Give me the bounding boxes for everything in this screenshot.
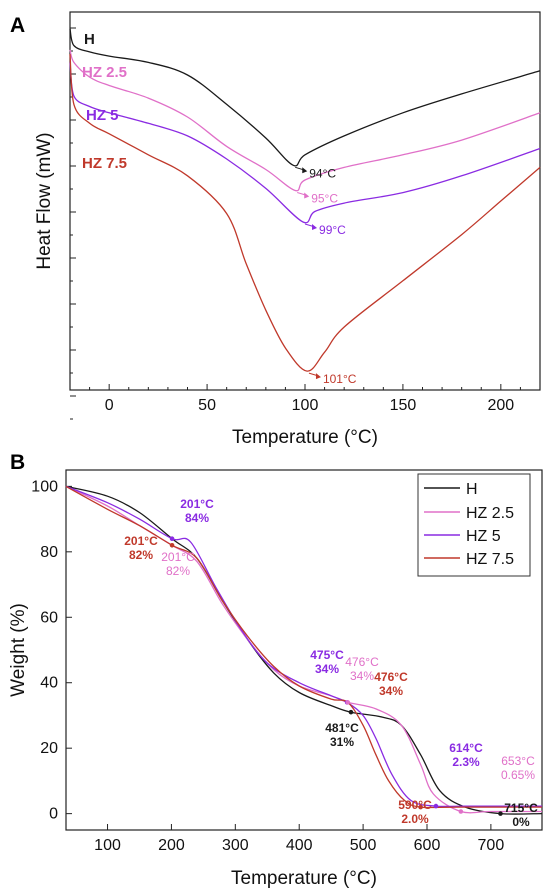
series-line-HZ7.5 xyxy=(69,53,541,372)
annotation-temp: 614°C xyxy=(449,741,483,755)
xtick-label-300: 300 xyxy=(222,837,249,854)
plot-a-series xyxy=(69,28,541,372)
ytick-label-0: 0 xyxy=(49,806,58,823)
series-line-HZ2.5 xyxy=(69,49,541,192)
arrow-head xyxy=(302,167,308,174)
annotation-temp: 481°C xyxy=(325,721,359,735)
arrow-head xyxy=(315,373,321,380)
plot-b-ylabel: Weight (%) xyxy=(8,603,29,697)
label-HZ7.5: HZ 7.5 xyxy=(82,155,127,172)
xtick-label-500: 500 xyxy=(350,837,377,854)
point-marker-HZ5 xyxy=(169,536,175,542)
point-marker-H xyxy=(498,811,503,816)
annotation-label: 95°C xyxy=(311,192,338,206)
point-marker-H xyxy=(348,709,354,715)
legend-label-HZ7.5: HZ 7.5 xyxy=(466,551,514,568)
legend: H HZ 2.5 HZ 5 HZ 7.5 xyxy=(417,473,531,577)
annotation-temp: 476°C xyxy=(374,670,408,684)
annotation-weight: 0% xyxy=(512,815,530,829)
series-line-H xyxy=(69,28,541,167)
xtick-label-0: 0 xyxy=(105,397,114,414)
annotation-temp: 715°C xyxy=(504,801,538,815)
point-marker-HZ2.5 xyxy=(458,809,464,814)
point-marker-HZ7.5 xyxy=(169,542,175,548)
plot-b-xlabel: Temperature (°C) xyxy=(231,868,377,889)
arrow-head xyxy=(304,192,310,199)
annotation-label: 101°C xyxy=(323,372,357,386)
plot-a-xlabel: Temperature (°C) xyxy=(232,427,378,448)
annotation-weight: 2.3% xyxy=(452,755,480,769)
series-line-HZ5 xyxy=(69,62,541,224)
annotation-temp: 476°C xyxy=(345,655,379,669)
xtick-label-100: 100 xyxy=(94,837,121,854)
annotation-weight: 2.0% xyxy=(401,812,429,826)
xtick-label-100: 100 xyxy=(292,397,319,414)
annotation-weight: 84% xyxy=(185,511,209,525)
annotation-temp: 201°C xyxy=(161,550,195,564)
annotation-weight: 82% xyxy=(166,564,190,578)
point-marker-HZ2.5 xyxy=(345,700,351,705)
annotation-weight: 34% xyxy=(379,684,403,698)
plot-b-yticks: 0 20 40 60 80 100 xyxy=(31,478,72,823)
xtick-label-200: 200 xyxy=(158,837,185,854)
ytick-label-100: 100 xyxy=(31,478,58,495)
legend-label-H: H xyxy=(466,481,478,498)
annotation-label: 94°C xyxy=(309,166,336,180)
annotation-temp: 590°C xyxy=(398,798,432,812)
annotation-temp: 475°C xyxy=(310,648,344,662)
annotation-label: 99°C xyxy=(319,223,346,237)
xtick-label-50: 50 xyxy=(198,397,216,414)
point-marker-HZ7.5 xyxy=(418,804,423,810)
annotation-weight: 34% xyxy=(350,669,374,683)
plot-b-frame xyxy=(65,469,543,831)
plot-b-xticks: 100 200 300 400 500 600 700 xyxy=(94,824,504,854)
xtick-label-700: 700 xyxy=(478,837,505,854)
xtick-label-200: 200 xyxy=(487,397,514,414)
xtick-label-150: 150 xyxy=(390,397,417,414)
plot-a-xticks: 0 50 100 150 200 xyxy=(89,384,521,414)
annotation-weight: 0.65% xyxy=(501,768,535,782)
plot-a-frame xyxy=(69,11,541,391)
ytick-label-80: 80 xyxy=(40,544,58,561)
annotation-temp: 201°C xyxy=(180,497,214,511)
annotation-temp: 201°C xyxy=(124,534,158,548)
annotation-weight: 82% xyxy=(129,548,153,562)
legend-box xyxy=(417,473,531,577)
label-HZ2.5: HZ 2.5 xyxy=(82,64,127,81)
legend-label-HZ5: HZ 5 xyxy=(466,528,501,545)
arrow-head xyxy=(312,224,318,230)
ytick-label-20: 20 xyxy=(40,740,58,757)
plot-a-ylabel: Heat Flow (mW) xyxy=(34,132,55,269)
point-marker-HZ5 xyxy=(433,803,439,809)
xtick-label-600: 600 xyxy=(414,837,441,854)
panel-a-label: A xyxy=(10,14,25,37)
plot-a-annotations: 94°C 95°C 99°C 101°C xyxy=(295,166,357,386)
annotation-temp: 653°C xyxy=(501,754,535,768)
plot-b-annotations: 201°C84%201°C82% 201°C82%475°C34% 476°C34%… xyxy=(124,497,538,829)
series-line-H xyxy=(65,485,543,815)
label-HZ5: HZ 5 xyxy=(86,107,119,124)
legend-label-HZ2.5: HZ 2.5 xyxy=(466,505,514,522)
ytick-label-60: 60 xyxy=(40,609,58,626)
plot-b-series xyxy=(65,485,543,816)
label-H: H xyxy=(84,31,95,48)
plot-a-yticks xyxy=(70,27,76,420)
ytick-label-40: 40 xyxy=(40,675,58,692)
annotation-weight: 31% xyxy=(330,735,354,749)
annotation-weight: 34% xyxy=(315,662,339,676)
panel-b-label: B xyxy=(10,451,25,474)
xtick-label-400: 400 xyxy=(286,837,313,854)
